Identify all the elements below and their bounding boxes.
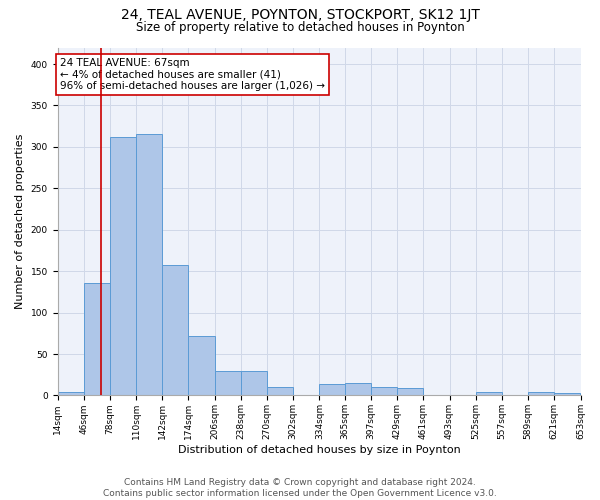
Bar	[345, 383, 371, 396]
Bar	[58, 392, 84, 396]
Bar	[528, 392, 554, 396]
Bar	[110, 137, 136, 396]
Bar	[476, 392, 502, 396]
Text: Size of property relative to detached houses in Poynton: Size of property relative to detached ho…	[136, 21, 464, 34]
Bar	[84, 283, 110, 396]
Text: Contains HM Land Registry data © Crown copyright and database right 2024.
Contai: Contains HM Land Registry data © Crown c…	[103, 478, 497, 498]
Bar	[267, 387, 293, 396]
Bar	[188, 336, 215, 396]
Bar	[371, 387, 397, 396]
Bar	[241, 370, 267, 396]
Text: 24 TEAL AVENUE: 67sqm
← 4% of detached houses are smaller (41)
96% of semi-detac: 24 TEAL AVENUE: 67sqm ← 4% of detached h…	[60, 58, 325, 91]
Bar	[397, 388, 424, 396]
Bar	[162, 266, 188, 396]
Bar	[319, 384, 345, 396]
Bar	[215, 370, 241, 396]
Bar	[554, 393, 580, 396]
Text: 24, TEAL AVENUE, POYNTON, STOCKPORT, SK12 1JT: 24, TEAL AVENUE, POYNTON, STOCKPORT, SK1…	[121, 8, 479, 22]
Bar	[136, 134, 162, 396]
Y-axis label: Number of detached properties: Number of detached properties	[15, 134, 25, 309]
X-axis label: Distribution of detached houses by size in Poynton: Distribution of detached houses by size …	[178, 445, 460, 455]
